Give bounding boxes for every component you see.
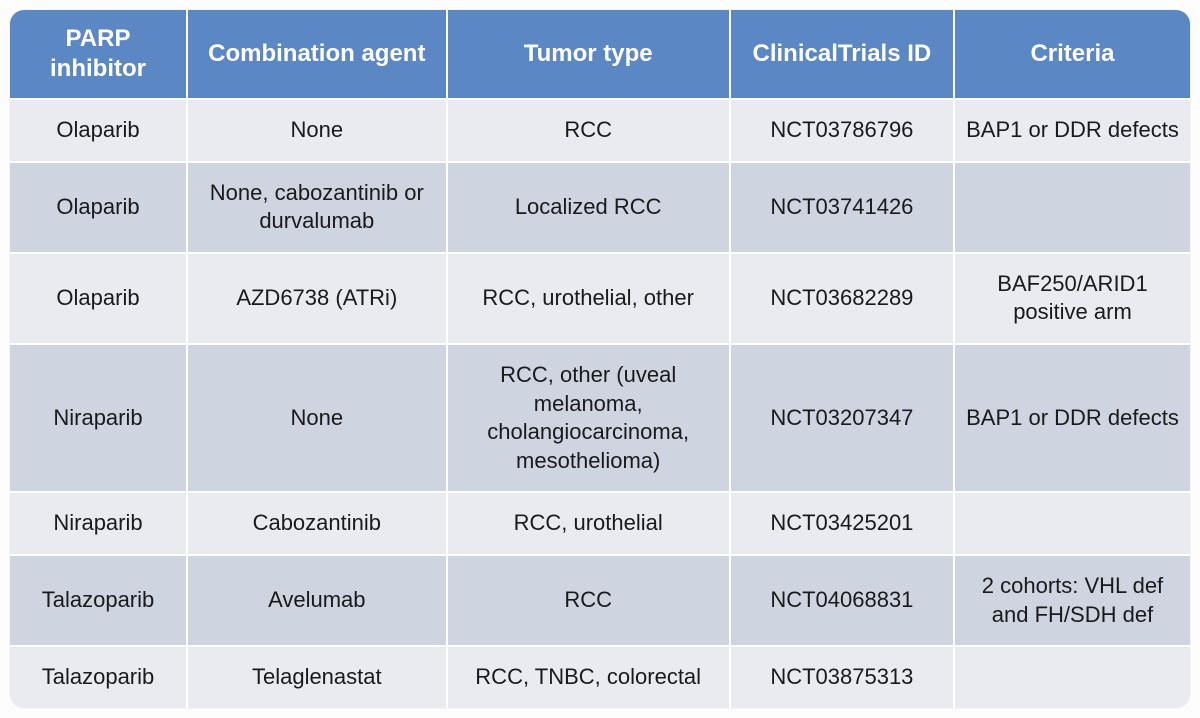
header-combination-agent: Combination agent	[187, 10, 447, 99]
cell-combo: None	[187, 99, 447, 162]
cell-tumor: RCC, TNBC, colorectal	[447, 646, 730, 708]
cell-tumor: RCC	[447, 555, 730, 646]
cell-crit	[954, 492, 1190, 555]
table-row: Olaparib None RCC NCT03786796 BAP1 or DD…	[10, 99, 1190, 162]
cell-combo: Avelumab	[187, 555, 447, 646]
cell-tumor: RCC, other (uveal melanoma, cholangiocar…	[447, 344, 730, 492]
cell-nct: NCT03425201	[730, 492, 954, 555]
cell-parp: Olaparib	[10, 99, 187, 162]
table-row: Olaparib AZD6738 (ATRi) RCC, urothelial,…	[10, 253, 1190, 344]
table-row: Talazoparib Avelumab RCC NCT04068831 2 c…	[10, 555, 1190, 646]
cell-parp: Olaparib	[10, 253, 187, 344]
cell-nct: NCT03786796	[730, 99, 954, 162]
header-parp-inhibitor: PARP inhibitor	[10, 10, 187, 99]
cell-combo: Telaglenastat	[187, 646, 447, 708]
table-row: Olaparib None, cabozantinib or durvaluma…	[10, 162, 1190, 253]
cell-tumor: Localized RCC	[447, 162, 730, 253]
parp-trials-table: PARP inhibitor Combination agent Tumor t…	[10, 10, 1190, 708]
cell-tumor: RCC, urothelial	[447, 492, 730, 555]
cell-parp: Talazoparib	[10, 646, 187, 708]
cell-nct: NCT03741426	[730, 162, 954, 253]
cell-nct: NCT03207347	[730, 344, 954, 492]
header-clinicaltrials-id: ClinicalTrials ID	[730, 10, 954, 99]
table-row: Niraparib Cabozantinib RCC, urothelial N…	[10, 492, 1190, 555]
table-row: Talazoparib Telaglenastat RCC, TNBC, col…	[10, 646, 1190, 708]
header-criteria: Criteria	[954, 10, 1190, 99]
cell-combo: Cabozantinib	[187, 492, 447, 555]
cell-crit: 2 cohorts: VHL def and FH/SDH def	[954, 555, 1190, 646]
cell-tumor: RCC	[447, 99, 730, 162]
header-row: PARP inhibitor Combination agent Tumor t…	[10, 10, 1190, 99]
cell-tumor: RCC, urothelial, other	[447, 253, 730, 344]
cell-combo: AZD6738 (ATRi)	[187, 253, 447, 344]
cell-combo: None, cabozantinib or durvalumab	[187, 162, 447, 253]
header-tumor-type: Tumor type	[447, 10, 730, 99]
data-table: PARP inhibitor Combination agent Tumor t…	[10, 10, 1190, 708]
cell-crit: BAP1 or DDR defects	[954, 99, 1190, 162]
cell-nct: NCT03875313	[730, 646, 954, 708]
cell-parp: Niraparib	[10, 492, 187, 555]
cell-crit	[954, 162, 1190, 253]
cell-parp: Niraparib	[10, 344, 187, 492]
cell-nct: NCT04068831	[730, 555, 954, 646]
cell-parp: Talazoparib	[10, 555, 187, 646]
cell-crit: BAF250/ARID1 positive arm	[954, 253, 1190, 344]
cell-parp: Olaparib	[10, 162, 187, 253]
cell-combo: None	[187, 344, 447, 492]
cell-crit: BAP1 or DDR defects	[954, 344, 1190, 492]
table-row: Niraparib None RCC, other (uveal melanom…	[10, 344, 1190, 492]
cell-nct: NCT03682289	[730, 253, 954, 344]
cell-crit	[954, 646, 1190, 708]
